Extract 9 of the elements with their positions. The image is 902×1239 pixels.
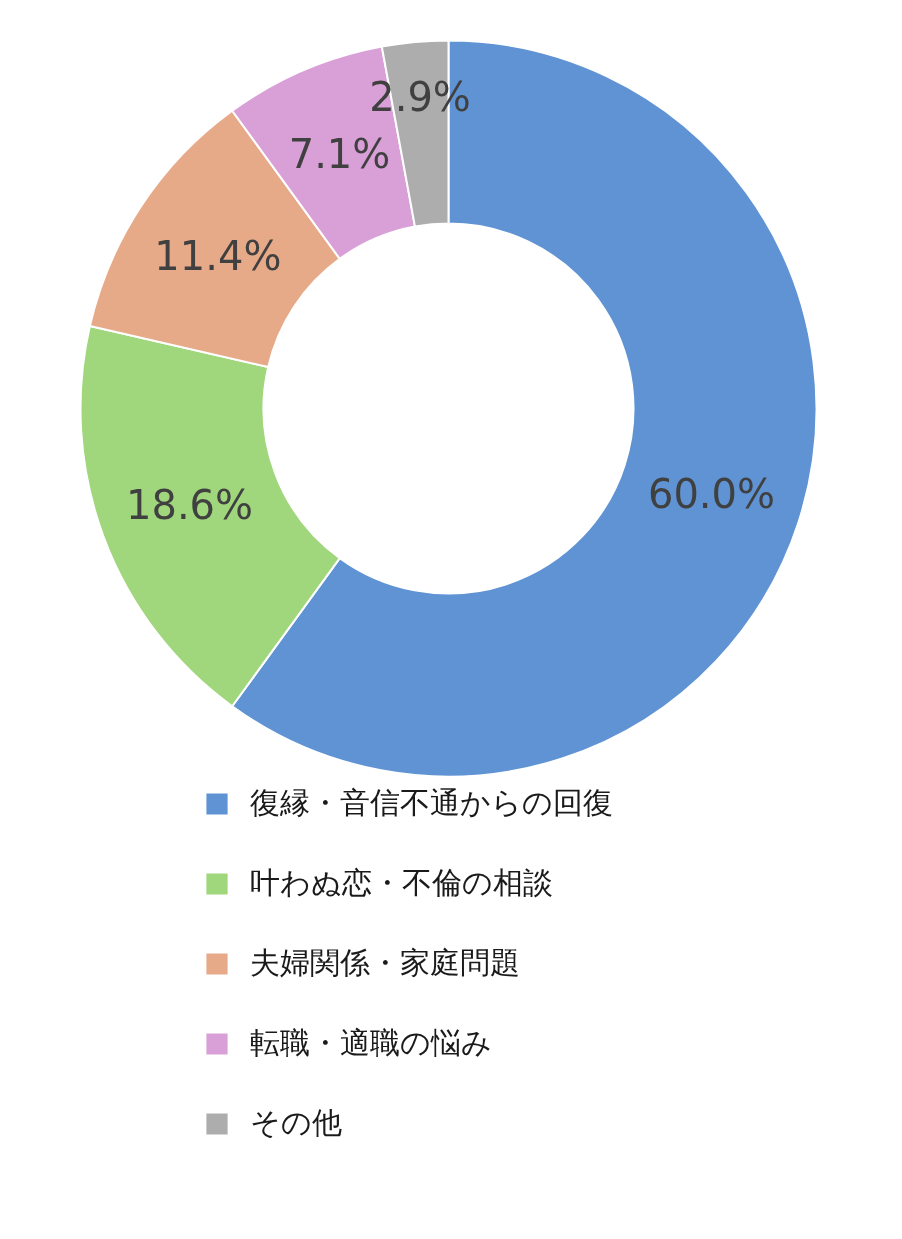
legend-label: 夫婦関係・家庭問題 (250, 944, 520, 982)
data-label: 7.1% (288, 131, 391, 178)
legend-label: 転職・適職の悩み (250, 1024, 492, 1062)
legend-label: 叶わぬ恋・不倫の相談 (250, 864, 553, 902)
data-label: 60.0% (647, 470, 776, 517)
legend-label: 復縁・音信不通からの回復 (250, 784, 613, 822)
legend-label: その他 (250, 1104, 342, 1142)
data-label: 18.6% (126, 482, 254, 529)
data-label: 11.4% (154, 232, 282, 279)
